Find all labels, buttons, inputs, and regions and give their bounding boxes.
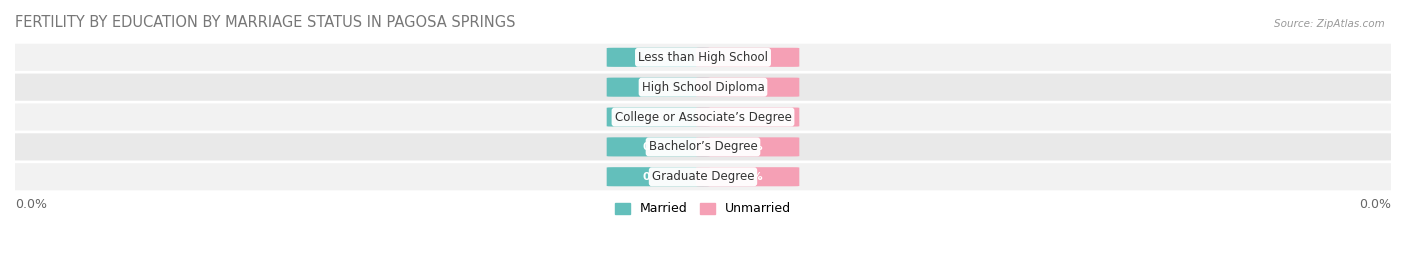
FancyBboxPatch shape xyxy=(606,137,710,157)
Text: 0.0%: 0.0% xyxy=(643,172,673,182)
Text: Graduate Degree: Graduate Degree xyxy=(652,170,754,183)
Legend: Married, Unmarried: Married, Unmarried xyxy=(610,197,796,220)
FancyBboxPatch shape xyxy=(606,48,710,67)
Text: 0.0%: 0.0% xyxy=(643,142,673,152)
Text: College or Associate’s Degree: College or Associate’s Degree xyxy=(614,111,792,123)
Text: Bachelor’s Degree: Bachelor’s Degree xyxy=(648,140,758,153)
Text: 0.0%: 0.0% xyxy=(733,52,763,62)
Text: FERTILITY BY EDUCATION BY MARRIAGE STATUS IN PAGOSA SPRINGS: FERTILITY BY EDUCATION BY MARRIAGE STATU… xyxy=(15,15,516,30)
Text: 0.0%: 0.0% xyxy=(733,172,763,182)
FancyBboxPatch shape xyxy=(606,108,710,127)
FancyBboxPatch shape xyxy=(696,167,800,186)
FancyBboxPatch shape xyxy=(606,78,710,97)
Text: 0.0%: 0.0% xyxy=(643,112,673,122)
Text: 0.0%: 0.0% xyxy=(1360,198,1391,211)
Text: Source: ZipAtlas.com: Source: ZipAtlas.com xyxy=(1274,19,1385,29)
FancyBboxPatch shape xyxy=(1,74,1405,101)
Text: 0.0%: 0.0% xyxy=(15,198,46,211)
FancyBboxPatch shape xyxy=(696,78,800,97)
Text: 0.0%: 0.0% xyxy=(643,52,673,62)
Text: 0.0%: 0.0% xyxy=(643,82,673,92)
FancyBboxPatch shape xyxy=(1,104,1405,131)
Text: 0.0%: 0.0% xyxy=(733,112,763,122)
FancyBboxPatch shape xyxy=(696,137,800,157)
FancyBboxPatch shape xyxy=(1,163,1405,190)
FancyBboxPatch shape xyxy=(606,167,710,186)
Text: Less than High School: Less than High School xyxy=(638,51,768,64)
Text: 0.0%: 0.0% xyxy=(733,82,763,92)
Text: High School Diploma: High School Diploma xyxy=(641,81,765,94)
FancyBboxPatch shape xyxy=(1,133,1405,161)
FancyBboxPatch shape xyxy=(1,44,1405,71)
FancyBboxPatch shape xyxy=(696,48,800,67)
FancyBboxPatch shape xyxy=(696,108,800,127)
Text: 0.0%: 0.0% xyxy=(733,142,763,152)
